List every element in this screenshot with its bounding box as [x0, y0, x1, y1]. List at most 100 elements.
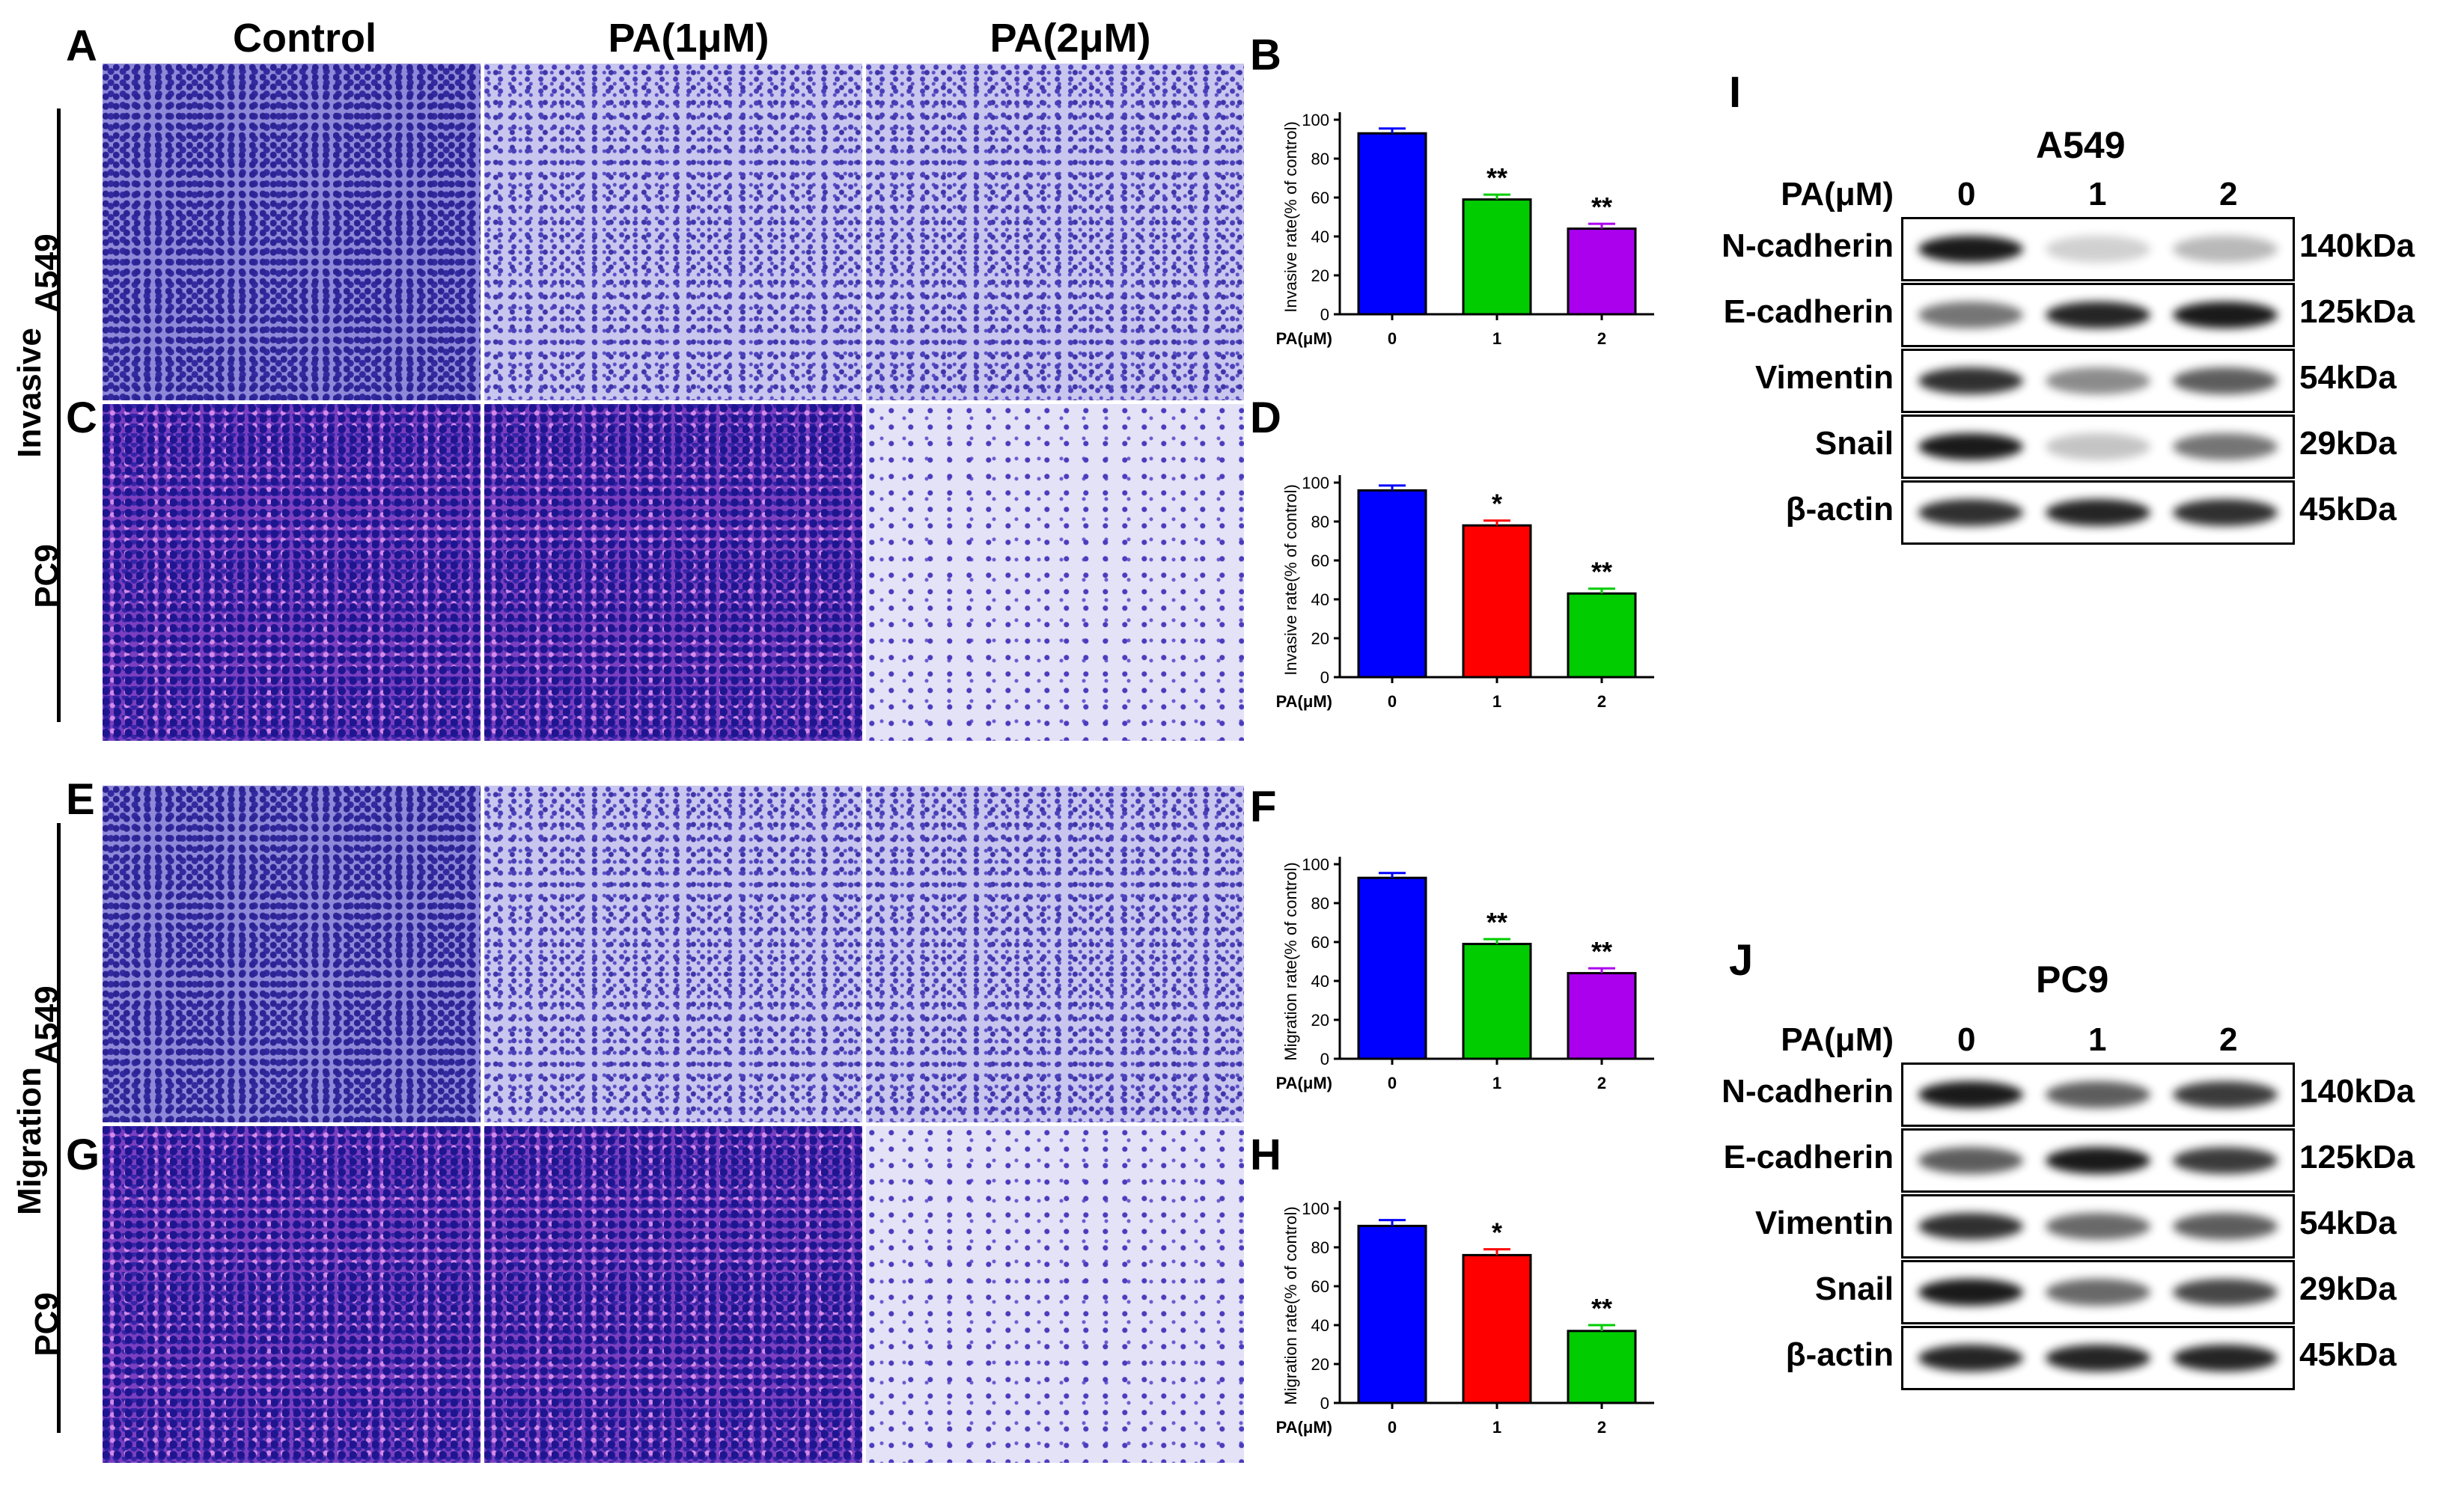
micrograph-a549-invasion-control: [103, 64, 481, 400]
x-tick-label: 1: [1492, 329, 1501, 348]
y-tick-label: 100: [1302, 111, 1329, 129]
blot-band: [2173, 1147, 2278, 1174]
row-label-pc9-bottom: PC9: [28, 1292, 65, 1357]
blot-cell-line: A549: [2036, 124, 2126, 166]
panel-letter-j: J: [1729, 936, 1754, 985]
blot-kda-label: 45kDa: [2299, 1336, 2397, 1373]
y-tick-label: 80: [1311, 150, 1329, 168]
blot-band: [2173, 1345, 2278, 1372]
blot-kda-label: 54kDa: [2299, 1205, 2397, 1241]
x-prefix-label: PA(μM): [1276, 692, 1332, 711]
x-tick-label: 1: [1492, 1418, 1501, 1437]
bar-2: [1567, 972, 1637, 1060]
significance-mark: **: [1486, 907, 1507, 938]
blot-band: [1918, 367, 2023, 394]
bar-0: [1357, 876, 1427, 1060]
blot-band: [2046, 302, 2150, 328]
blot-dose-label: PA(μM): [1781, 1021, 1894, 1058]
panel-letter-d: D: [1250, 394, 1281, 442]
panel-letter-h: H: [1250, 1131, 1281, 1179]
x-tick-label: 2: [1597, 692, 1606, 711]
western-blot-a549: A549 PA(μM) 0 1 2 N-cadherin 140kDa E-cadherin 1…: [1677, 112, 2463, 561]
blot-band: [2046, 236, 2150, 263]
blot-band: [1918, 1279, 2023, 1306]
blot-protein-label: N-cadherin: [1722, 227, 1894, 264]
blot-band: [2173, 433, 2278, 460]
micrograph-a549-migration-pa1: [484, 786, 862, 1122]
column-header-control: Control: [233, 16, 376, 61]
blot-strip: [1901, 283, 2295, 347]
y-tick-label: 40: [1311, 1316, 1329, 1335]
blot-kda-label: 45kDa: [2299, 491, 2397, 528]
blot-dose-0: 0: [1957, 176, 1976, 212]
x-tick-label: 1: [1492, 1074, 1501, 1092]
blot-kda-label: 54kDa: [2299, 359, 2397, 396]
blot-band: [1918, 499, 2023, 526]
micrograph-pc9-invasion-control: [103, 404, 481, 741]
y-tick-label: 0: [1320, 305, 1329, 324]
row-label-a549-bottom: A549: [28, 985, 65, 1065]
significance-mark: **: [1486, 162, 1507, 193]
blot-protein-label: Snail: [1814, 1271, 1894, 1307]
micrograph-pc9-migration-pa1: [484, 1126, 862, 1463]
blot-dose-2: 2: [2219, 1021, 2238, 1058]
y-tick-label: 40: [1311, 227, 1329, 246]
bar-1: [1462, 1253, 1532, 1404]
x-prefix-label: PA(μM): [1276, 1074, 1332, 1092]
y-tick-label: 40: [1311, 972, 1329, 991]
blot-protein-label: β-actin: [1785, 1336, 1894, 1373]
bar-2: [1567, 592, 1637, 679]
blot-band: [2173, 1279, 2278, 1306]
y-tick-label: 0: [1320, 668, 1329, 687]
significance-mark: **: [1591, 936, 1612, 967]
blot-band: [2173, 367, 2278, 394]
y-axis-label: Invasive rate(% of control): [1281, 121, 1300, 313]
bar-1: [1462, 943, 1532, 1060]
blot-protein-label: Vimentin: [1754, 359, 1894, 396]
blot-strip: [1901, 1260, 2295, 1324]
y-axis-label: Migration rate(% of control): [1281, 862, 1300, 1060]
western-blot-pc9: PC9 PA(μM) 0 1 2 N-cadherin 140kDa E-cadherin 12…: [1677, 958, 2463, 1407]
blot-band: [2173, 302, 2278, 328]
bar-0: [1357, 1224, 1427, 1404]
blot-band: [1918, 1147, 2023, 1174]
micrograph-a549-migration-pa2: [866, 786, 1244, 1122]
blot-protein-label: E-cadherin: [1723, 293, 1894, 330]
y-tick-label: 20: [1311, 266, 1329, 285]
blot-band: [2046, 1147, 2150, 1174]
y-axis-label: Invasive rate(% of control): [1281, 484, 1300, 676]
y-tick-label: 100: [1302, 855, 1329, 874]
panel-letter-f: F: [1250, 783, 1277, 831]
blot-strip: [1901, 415, 2295, 479]
bar-0: [1357, 132, 1427, 316]
panel-letter-c: C: [66, 394, 97, 442]
panel-letter-e: E: [66, 775, 95, 824]
blot-protein-label: β-actin: [1785, 491, 1894, 528]
y-tick-label: 40: [1311, 590, 1329, 609]
x-tick-label: 0: [1388, 692, 1397, 711]
blot-kda-label: 29kDa: [2299, 425, 2397, 462]
blot-band: [1918, 1081, 2023, 1108]
y-tick-label: 60: [1311, 189, 1329, 207]
y-tick-label: 100: [1302, 474, 1329, 492]
y-tick-label: 20: [1311, 1355, 1329, 1374]
row-label-pc9-top: PC9: [28, 544, 65, 608]
blot-kda-label: 140kDa: [2299, 1073, 2415, 1110]
column-header-pa2: PA(2μM): [989, 16, 1151, 61]
panel-letter-a: A: [66, 22, 97, 70]
blot-strip: [1901, 480, 2295, 545]
blot-band: [2046, 1345, 2150, 1372]
bar-1: [1462, 524, 1532, 679]
blot-dose-1: 1: [2088, 176, 2107, 212]
blot-band: [2046, 433, 2150, 460]
y-tick-label: 80: [1311, 1238, 1329, 1257]
blot-kda-label: 140kDa: [2299, 227, 2415, 264]
significance-mark: *: [1492, 1217, 1502, 1248]
blot-dose-2: 2: [2219, 176, 2238, 212]
x-prefix-label: PA(μM): [1276, 1418, 1332, 1437]
y-tick-label: 60: [1311, 1277, 1329, 1296]
micrograph-pc9-migration-control: [103, 1126, 481, 1463]
x-tick-label: 0: [1388, 1074, 1397, 1092]
